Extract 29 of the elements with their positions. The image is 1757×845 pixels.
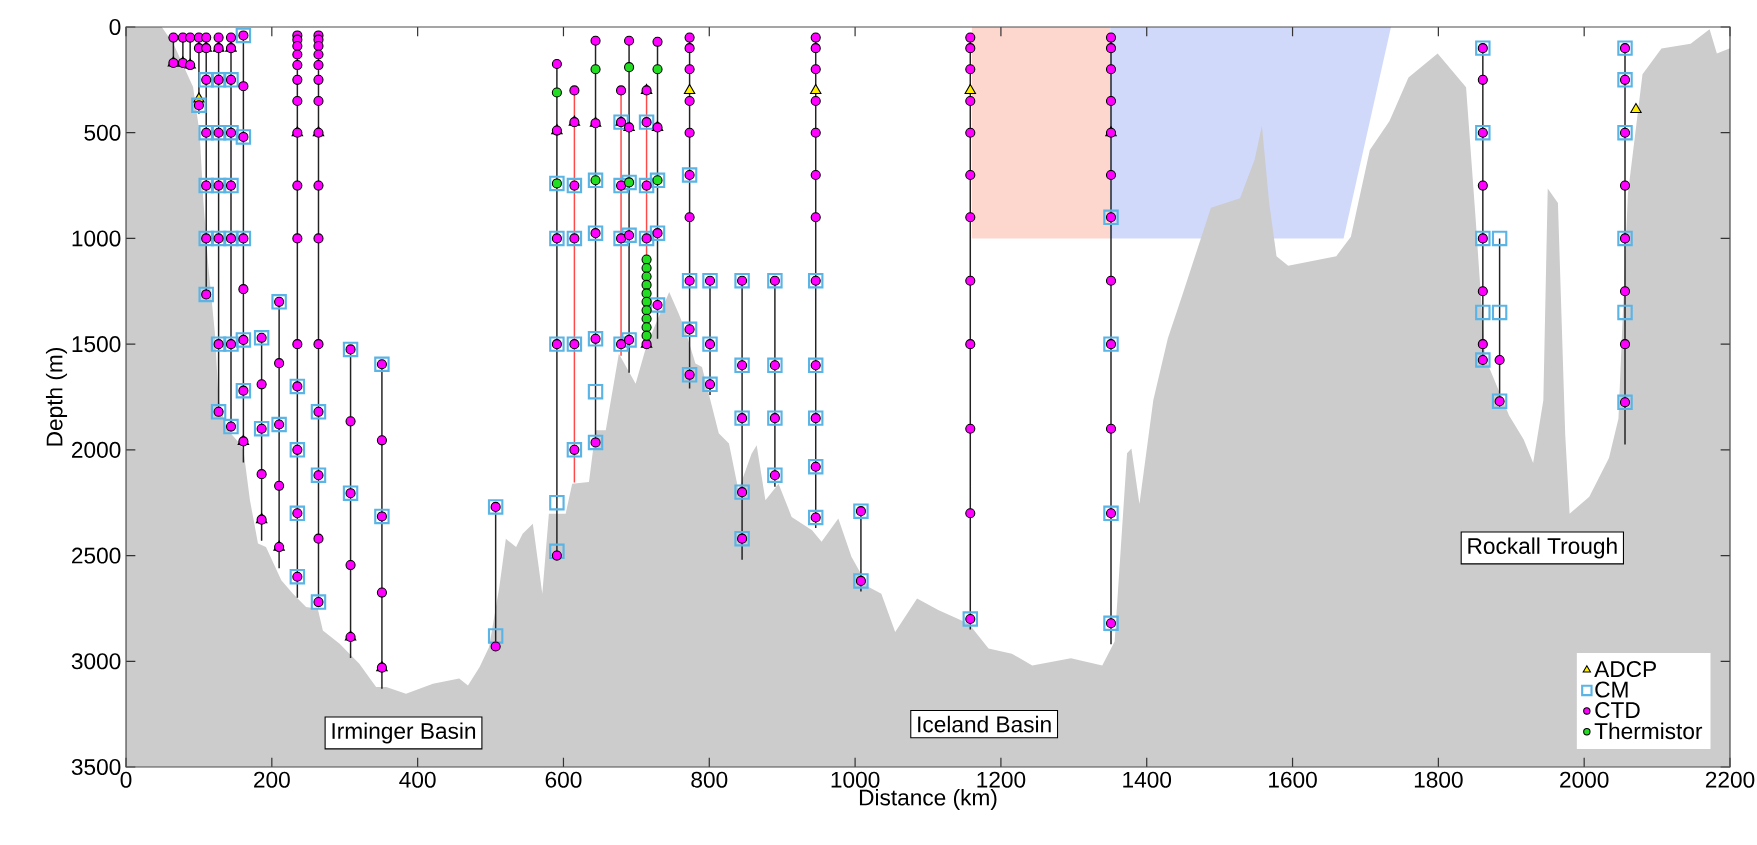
y-tick-label: 0	[109, 18, 121, 36]
x-tick-label: 600	[545, 771, 582, 788]
y-tick-label: 2000	[72, 441, 121, 458]
x-tick-label: 1000	[831, 771, 880, 788]
x-tick-label: 800	[691, 771, 728, 788]
x-tick-label: 1800	[1414, 771, 1463, 788]
legend-label: CM	[1595, 681, 1628, 698]
x-tick-label: 400	[399, 771, 436, 788]
annotation: Irminger Basin	[332, 722, 476, 744]
y-tick-label: 500	[84, 124, 121, 141]
x-tick-label: 2000	[1560, 771, 1609, 788]
y-tick-label: 1500	[72, 336, 121, 353]
legend-label: Thermistor	[1594, 722, 1703, 740]
annotation: Rockall Trough	[1468, 537, 1617, 559]
x-tick-label: 0	[120, 771, 132, 788]
y-tick-label: 3000	[71, 653, 121, 670]
y-tick-label: 3500	[71, 758, 121, 776]
legend-label: CTD	[1595, 702, 1640, 719]
y-axis-title: Depth (m)	[45, 348, 68, 446]
x-tick-label: 1400	[1123, 771, 1172, 788]
x-tick-label: 1600	[1269, 771, 1317, 788]
x-tick-label: 2200	[1705, 771, 1755, 788]
y-tick-label: 1000	[72, 230, 121, 247]
y-tick-label: 2500	[72, 547, 121, 564]
legend-label: ADCP	[1594, 661, 1656, 678]
x-tick-label: 200	[254, 771, 290, 788]
x-axis-title: Distance (km)	[859, 788, 997, 811]
x-tick-label: 1200	[977, 771, 1026, 788]
annotation: Iceland Basin	[918, 715, 1051, 733]
